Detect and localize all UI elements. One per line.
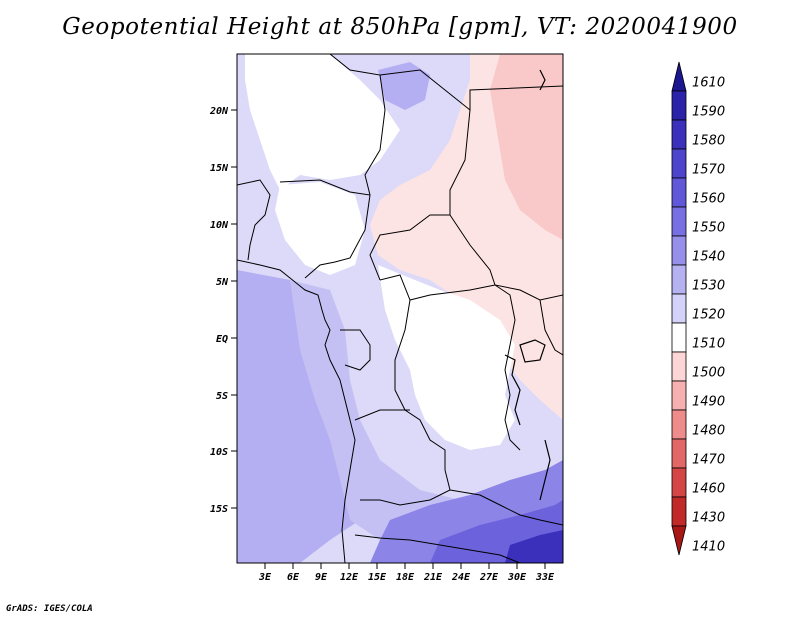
lon-tick-label: 6E bbox=[287, 572, 300, 583]
lat-tick-label: 15S bbox=[210, 504, 228, 515]
lat-tick-label: EQ bbox=[216, 334, 228, 345]
lat-tick-label: 10S bbox=[210, 447, 228, 458]
field-white-nigeria bbox=[275, 182, 365, 275]
colorbar-label: 1540 bbox=[692, 250, 725, 265]
lon-tick-label: 21E bbox=[423, 572, 443, 583]
colorbar-cell bbox=[671, 235, 687, 266]
field-pink-ne bbox=[490, 54, 563, 240]
colorbar-label: 1430 bbox=[692, 511, 725, 526]
field-south-dark bbox=[505, 530, 563, 563]
longitude-axis: 3E 6E 9E 12E 15E 18E 21E 24E 27E 30E 33E bbox=[258, 563, 555, 583]
field-atlantic-mid bbox=[290, 280, 563, 545]
colorbar-label: 1560 bbox=[692, 192, 725, 207]
field-atlantic bbox=[237, 270, 360, 563]
lon-tick-label: 30E bbox=[507, 572, 527, 583]
field-white-north bbox=[245, 54, 400, 190]
colorbar-cell bbox=[671, 61, 687, 92]
colorbar-cell bbox=[671, 322, 687, 353]
colorbar-cell bbox=[671, 438, 687, 469]
colorbar-cell bbox=[671, 525, 687, 556]
lon-tick-label: 27E bbox=[479, 572, 499, 583]
lon-tick-label: 9E bbox=[315, 572, 328, 583]
grads-credit: GrADS: IGES/COLA bbox=[6, 604, 93, 614]
field-white-congo bbox=[378, 265, 515, 450]
lon-tick-label: 18E bbox=[396, 572, 415, 583]
lakes bbox=[504, 69, 551, 501]
colorbar-label: 1470 bbox=[692, 453, 725, 468]
colorbar-cell bbox=[671, 467, 687, 498]
colorbar-label: 1530 bbox=[692, 279, 725, 294]
lon-tick-label: 15E bbox=[368, 572, 387, 583]
colorbar-label: 1480 bbox=[692, 424, 725, 439]
map-frame bbox=[236, 53, 564, 564]
colorbar-label: 1580 bbox=[692, 134, 725, 149]
colorbar-cell bbox=[671, 351, 687, 382]
lat-tick-label: 15N bbox=[210, 163, 229, 174]
colorbar-cell bbox=[671, 264, 687, 295]
colorbar-label: 1570 bbox=[692, 163, 725, 178]
colorbar-label: 1410 bbox=[692, 540, 725, 555]
map-title: Geopotential Height at 850hPa [gpm], VT:… bbox=[62, 14, 738, 40]
lon-tick-label: 24E bbox=[451, 572, 471, 583]
colorbar-cell bbox=[671, 496, 687, 527]
height-field bbox=[237, 54, 563, 563]
lat-tick-label: 5S bbox=[216, 391, 228, 402]
colorbar-label: 1460 bbox=[692, 482, 725, 497]
colorbar-label: 1610 bbox=[692, 76, 725, 91]
colorbar-label: 1590 bbox=[692, 105, 725, 120]
colorbar-label: 1500 bbox=[692, 366, 725, 381]
lat-tick-label: 10N bbox=[210, 220, 229, 231]
lon-tick-label: 33E bbox=[535, 572, 555, 583]
lon-tick-label: 12E bbox=[340, 572, 359, 583]
colorbar-cell bbox=[671, 119, 687, 150]
colorbar-cell bbox=[671, 148, 687, 179]
colorbar-cell bbox=[671, 380, 687, 411]
colorbar-label: 1550 bbox=[692, 221, 725, 236]
colorbar: 1610 1590 1580 1570 1560 1550 1540 1530 1520 1510… bbox=[671, 61, 725, 556]
colorbar-label: 1520 bbox=[692, 308, 725, 323]
latitude-axis: 20N 15N 10N 5N EQ 5S 10S 15S bbox=[209, 106, 237, 515]
colorbar-cell bbox=[671, 90, 687, 121]
colorbar-cell bbox=[671, 409, 687, 440]
lat-tick-label: 20N bbox=[209, 106, 229, 117]
lon-tick-label: 3E bbox=[258, 572, 272, 583]
borders bbox=[237, 54, 563, 563]
colorbar-cell bbox=[671, 177, 687, 208]
colorbar-cell bbox=[671, 206, 687, 237]
colorbar-label: 1510 bbox=[692, 337, 725, 352]
lat-tick-label: 5N bbox=[216, 277, 229, 288]
colorbar-cell bbox=[671, 293, 687, 324]
colorbar-label: 1490 bbox=[692, 395, 725, 410]
